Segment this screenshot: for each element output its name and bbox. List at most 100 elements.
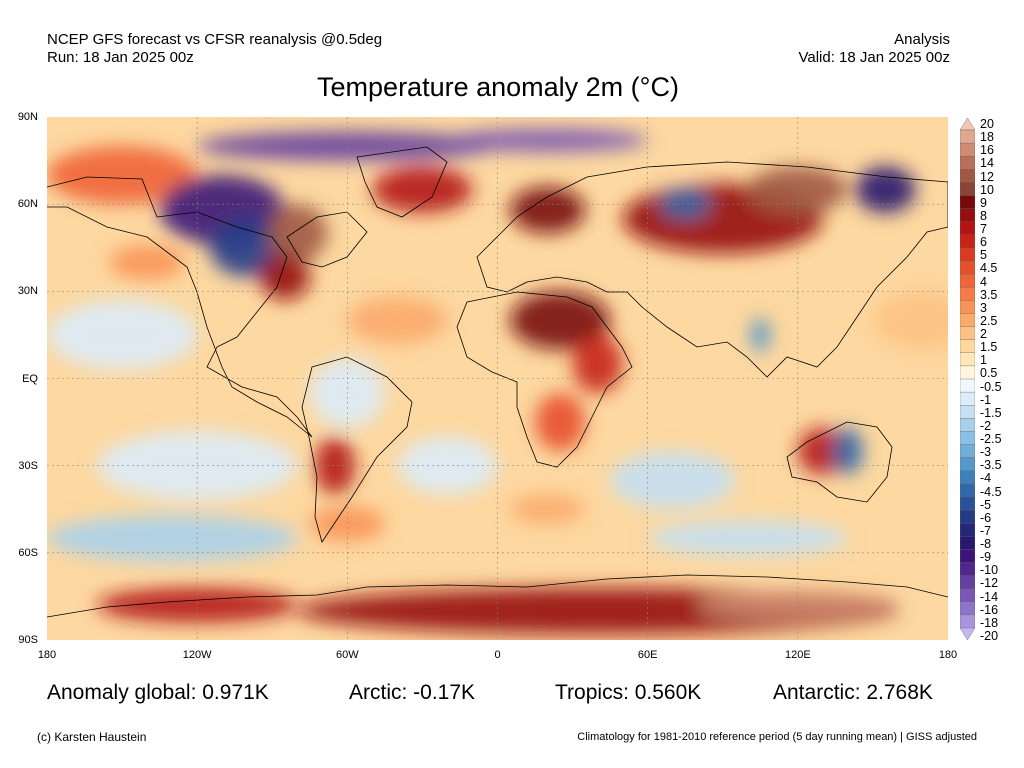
colorbar-swatch — [960, 549, 975, 564]
longitude-label: 180 — [37, 649, 57, 661]
colorbar-label: 4.5 — [980, 261, 998, 276]
longitude-label: 60E — [637, 649, 658, 661]
tropics-anomaly: Tropics: 0.560K — [555, 681, 702, 704]
colorbar-swatch — [960, 418, 975, 433]
anomaly-region — [855, 166, 916, 213]
colorbar-swatch — [960, 536, 975, 551]
anomaly-region — [750, 317, 771, 353]
anomaly-map[interactable] — [47, 117, 948, 640]
graticule — [47, 117, 948, 640]
latitude-label: 60S — [18, 546, 38, 559]
anomaly-region — [510, 186, 586, 234]
colorbar-label: 1.5 — [980, 340, 998, 355]
colorbar-label: 8 — [980, 208, 987, 223]
colorbar-swatch — [960, 405, 975, 420]
colorbar-swatch — [960, 326, 975, 341]
author-credit: (c) Karsten Haustein — [37, 730, 147, 744]
colorbar-swatch — [960, 221, 975, 236]
anomaly-region — [610, 451, 736, 510]
colorbar-label: -3 — [980, 445, 992, 460]
model-description: NCEP GFS forecast vs CFSR reanalysis @0.… — [47, 31, 383, 48]
colorbar-label: -8 — [980, 537, 992, 552]
colorbar-swatch — [960, 142, 975, 157]
colorbar-label: -14 — [980, 589, 999, 604]
latitude-label: 30N — [17, 285, 38, 298]
latitude-label: 90N — [17, 111, 38, 123]
map-canvas — [47, 117, 948, 640]
coastlines — [47, 146, 948, 618]
colorbar-label: -2.5 — [980, 432, 1002, 447]
colorbar-swatch — [960, 601, 975, 616]
anomaly-region — [447, 128, 648, 152]
anomaly-region — [97, 587, 298, 623]
colorbar-swatch — [960, 483, 975, 498]
antarctic-anomaly: Antarctic: 2.768K — [773, 681, 933, 704]
colorbar-label: -16 — [980, 602, 999, 617]
colorbar-swatch — [960, 313, 975, 328]
colorbar-swatch — [960, 352, 975, 367]
anomaly-region — [697, 590, 898, 620]
colorbar-swatch — [960, 234, 975, 249]
colorbar-swatch — [960, 182, 975, 197]
latitude-label: 60N — [17, 198, 38, 211]
colorbar-label: -1.5 — [980, 405, 1002, 420]
colorbar-label: 0.5 — [980, 366, 998, 381]
colorbar-label: -10 — [980, 563, 999, 578]
colorbar-swatch — [960, 575, 975, 590]
colorbar-label: 12 — [980, 169, 994, 184]
colorbar-swatch — [960, 614, 975, 629]
colorbar-label: 14 — [980, 156, 994, 171]
anomaly-region — [314, 436, 355, 495]
anomaly-region — [647, 520, 848, 556]
colorbar-label: 4 — [980, 274, 987, 289]
latitude-label: EQ — [22, 372, 38, 385]
anomaly-region — [47, 515, 298, 562]
header-right: Analysis Valid: 18 Jan 2025 00z — [798, 31, 950, 67]
valid-time: Valid: 18 Jan 2025 00z — [798, 49, 950, 66]
colorbar-swatch — [960, 378, 975, 393]
global-anomaly: Anomaly global: 0.971K — [47, 681, 269, 704]
colorbar-label: -9 — [980, 550, 992, 565]
anomaly-region — [372, 166, 473, 213]
run-time: Run: 18 Jan 2025 00z — [47, 49, 194, 66]
colorbar-label: -4 — [980, 471, 992, 486]
anomaly-region — [259, 253, 310, 301]
colorbar-label: 16 — [980, 143, 994, 158]
colorbar-swatch — [960, 169, 975, 184]
anomaly-region — [535, 393, 586, 452]
colorbar-swatch — [960, 522, 975, 537]
anomaly-region — [47, 300, 198, 370]
colorbar-swatch — [960, 156, 975, 171]
colorbar-swatch — [960, 195, 975, 210]
colorbar-label: 9 — [980, 195, 987, 210]
header-left: NCEP GFS forecast vs CFSR reanalysis @0.… — [47, 31, 382, 67]
colorbar-swatch — [960, 627, 975, 640]
colorbar-swatch — [960, 431, 975, 446]
anomaly-field — [47, 128, 948, 635]
colorbar-label: -12 — [980, 576, 999, 591]
longitude-label: 180 — [938, 649, 958, 661]
anomaly-region — [510, 291, 611, 350]
colorbar-label: 18 — [980, 130, 994, 145]
longitude-label: 60W — [336, 649, 359, 661]
colorbar-label: 3 — [980, 300, 987, 315]
colorbar-swatch — [960, 273, 975, 288]
colorbar-label: -1 — [980, 392, 992, 407]
anomaly-region — [47, 146, 198, 205]
longitude-label: 120W — [182, 649, 212, 661]
colorbar-swatch — [960, 260, 975, 275]
colorbar-swatch — [960, 391, 975, 406]
colorbar-swatch — [960, 588, 975, 603]
colorbar-swatch — [960, 562, 975, 577]
colorbar-label: 1 — [980, 353, 987, 368]
colorbar-label: 2.5 — [980, 313, 998, 328]
colorbar-swatch — [960, 339, 975, 354]
colorbar-swatch — [960, 470, 975, 485]
colorbar-swatch — [960, 365, 975, 380]
map-title: Temperature anomaly 2m (°C) — [317, 72, 679, 102]
colorbar-label: 2 — [980, 327, 987, 342]
colorbar-label: 7 — [980, 222, 987, 237]
colorbar — [960, 118, 975, 640]
colorbar-label: -7 — [980, 523, 992, 538]
anomaly-region — [347, 297, 448, 344]
